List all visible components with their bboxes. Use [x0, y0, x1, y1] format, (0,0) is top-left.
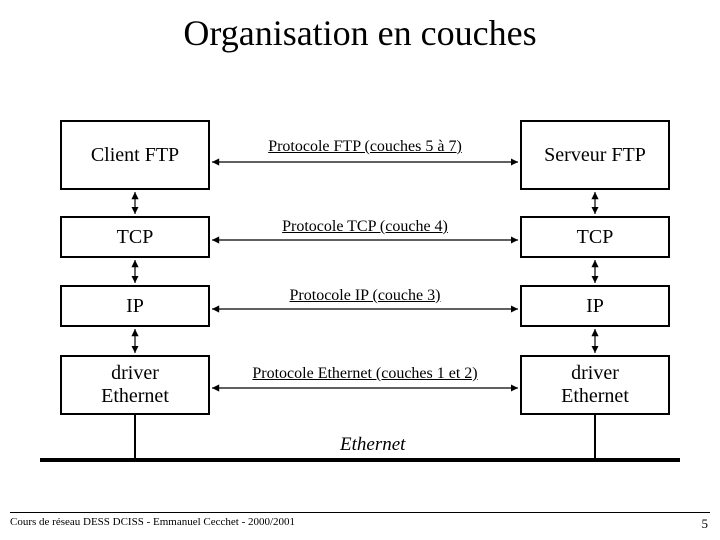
page-number: 5: [702, 516, 709, 532]
layer-label: Client FTP: [91, 144, 179, 167]
layer-label: IP: [586, 295, 604, 318]
slide-title: Organisation en couches: [0, 12, 720, 54]
layer-box-left-3: driverEthernet: [60, 355, 210, 415]
layer-label: Serveur FTP: [544, 144, 646, 167]
protocol-label-2: Protocole IP (couche 3): [210, 287, 520, 305]
footer-text: Cours de réseau DESS DCISS - Emmanuel Ce…: [10, 516, 295, 528]
layer-box-right-0: Serveur FTP: [520, 120, 670, 190]
layer-label: TCP: [117, 226, 154, 249]
layer-box-right-3: driverEthernet: [520, 355, 670, 415]
diagram-arrows: [0, 0, 720, 540]
ethernet-label: Ethernet: [340, 434, 405, 456]
layer-box-left-2: IP: [60, 285, 210, 327]
layer-box-left-0: Client FTP: [60, 120, 210, 190]
slide: { "title": "Organisation en couches", "l…: [0, 0, 720, 540]
protocol-label-3: Protocole Ethernet (couches 1 et 2): [210, 365, 520, 383]
layer-box-right-1: TCP: [520, 216, 670, 258]
protocol-label-1: Protocole TCP (couche 4): [210, 218, 520, 236]
layer-label: TCP: [577, 226, 614, 249]
layer-label: driverEthernet: [101, 362, 169, 408]
layer-label: IP: [126, 295, 144, 318]
layer-label: driverEthernet: [561, 362, 629, 408]
layer-box-left-1: TCP: [60, 216, 210, 258]
footer-separator: [10, 512, 710, 513]
layer-box-right-2: IP: [520, 285, 670, 327]
protocol-label-0: Protocole FTP (couches 5 à 7): [210, 138, 520, 156]
